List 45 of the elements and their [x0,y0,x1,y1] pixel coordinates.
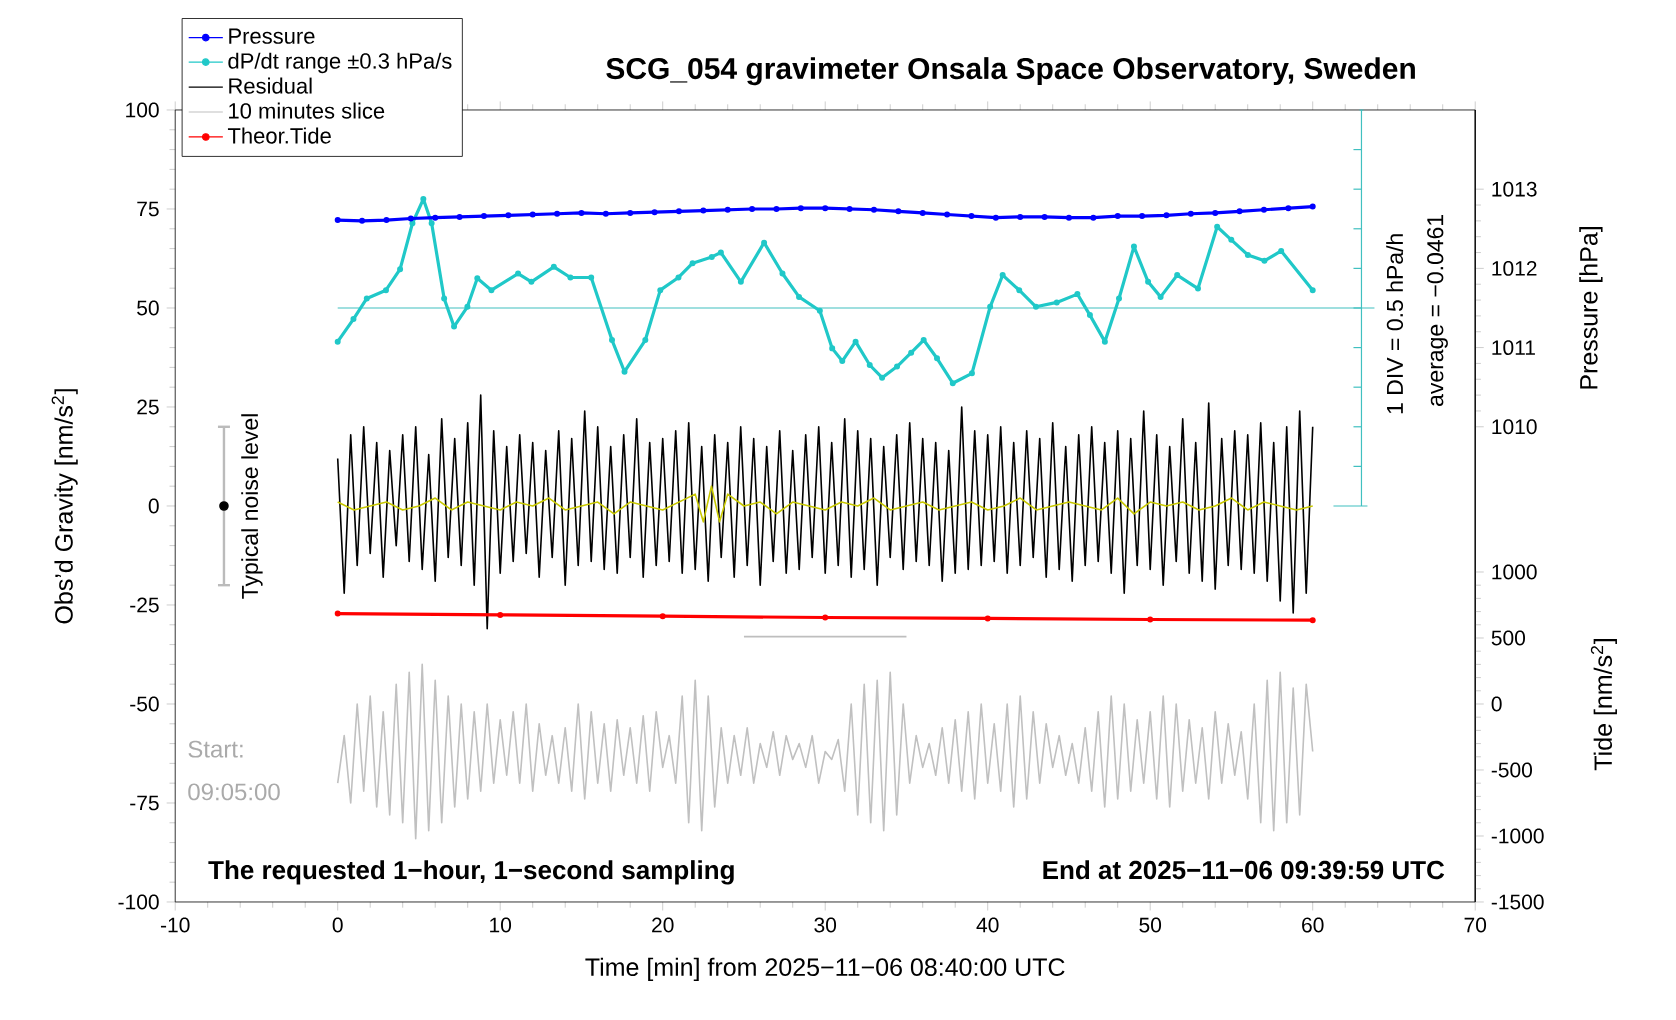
x-axis-title: Time [min] from 2025−11−06 08:40:00 UTC [585,957,1065,981]
x-tick-label: 30 [814,917,837,933]
y3-tick-label: -500 [1491,762,1533,778]
y3-tick-label: -1000 [1491,828,1544,844]
y-axis-title: Obs’d Gravity [nm/s$^{2}$] [51,389,78,624]
y2-tick-label: 1012 [1492,260,1537,276]
y-tick-label: -25 [130,597,159,613]
y3-tick-label: 500 [1491,630,1526,646]
y-tick-label: 25 [137,399,159,415]
y-tick-label: 0 [148,498,159,514]
legend-label: Pressure [229,28,315,44]
x-tick-label: -10 [160,917,190,933]
chart-title: SCG_054 gravimeter Onsala Space Observatory, Sweden [606,57,1415,86]
annotation: Typical noise level [241,414,263,599]
legend-label: Theor.Tide [227,127,331,144]
annotation: Start: [188,740,243,758]
annotation: 1 DIV = 0.5 hPa/h [1386,234,1404,414]
y-tick-label: 75 [137,201,159,217]
y2-tick-label: 1010 [1492,419,1537,435]
x-tick-label: 40 [976,917,999,933]
x-tick-label: 20 [652,917,674,933]
x-tick-label: 0 [332,917,343,933]
x-tick-label: 50 [1139,917,1162,933]
y-tick-label: -75 [130,795,159,811]
y3-tick-label: 0 [1491,696,1502,712]
y-tick-label: 50 [137,300,159,316]
x-tick-label: 70 [1464,917,1487,933]
x-tick-label: 60 [1302,917,1324,933]
annotation: The requested 1−hour, 1−second sampling [208,860,734,885]
y-tick-label: -50 [130,696,159,712]
y2-tick-label: 1011 [1492,340,1535,356]
y-tick-label: 100 [126,102,159,118]
y-tick-label: -100 [118,894,159,910]
annotation: End at 2025−11−06 09:39:59 UTC [1043,860,1445,880]
y2-tick-label: 1013 [1492,181,1537,197]
y2-axis-title: Pressure [hPa] [1579,227,1603,389]
annotation: average = −0.0461 [1427,214,1448,406]
annotation: 09:05:00 [188,783,280,801]
y3-axis-title: Tide [nm/s$^{2}$] [1590,639,1617,771]
y3-tick-label: -1500 [1491,894,1544,910]
x-tick-label: 10 [490,917,512,933]
y3-tick-label: 1000 [1492,564,1537,580]
legend-label: 10 minutes slice [229,102,385,119]
legend-label: dP/dt range ±0.3 hPa/s [228,52,452,74]
legend-label: Residual [229,77,312,94]
